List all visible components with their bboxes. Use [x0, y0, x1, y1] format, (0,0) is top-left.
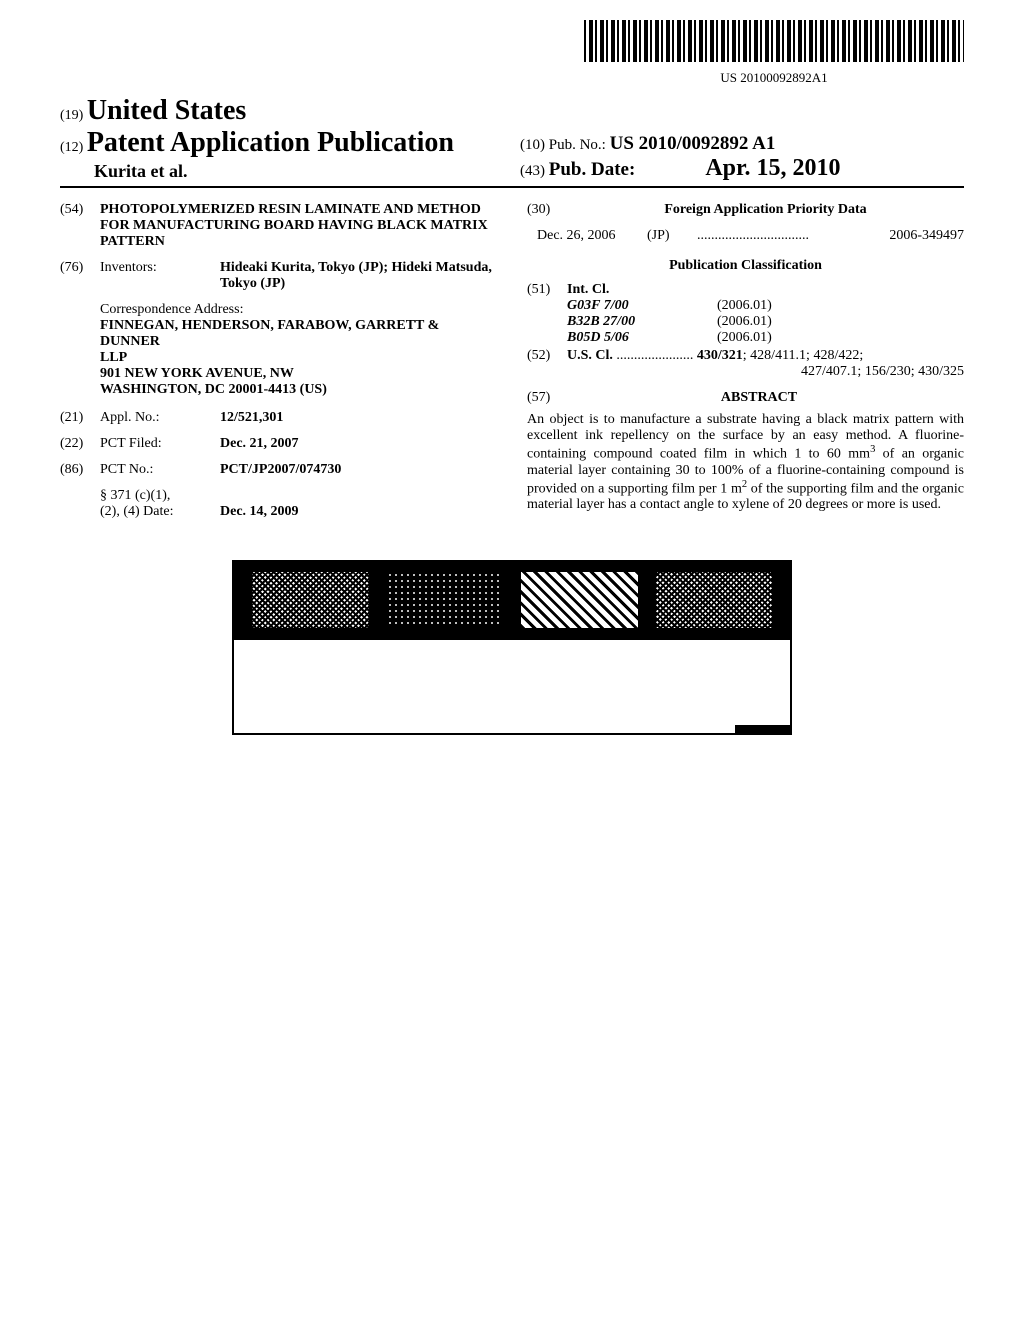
- applno-row: (21) Appl. No.: 12/521,301: [60, 410, 497, 426]
- figure-block-1: [252, 572, 369, 628]
- uscl-content: U.S. Cl. ...................... 430/321;…: [567, 348, 964, 380]
- pubdate-code: (43): [520, 163, 545, 179]
- pctfiled-row: (22) PCT Filed: Dec. 21, 2007: [60, 436, 497, 452]
- barcode-graphic: [584, 20, 964, 62]
- patent-page: US 20100092892A1 (19) United States (12)…: [0, 0, 1024, 755]
- classification-heading: Publication Classification: [527, 258, 964, 274]
- left-column: (54) PHOTOPOLYMERIZED RESIN LAMINATE AND…: [60, 202, 497, 520]
- foreign-data-row: Dec. 26, 2006 (JP) .....................…: [527, 228, 964, 244]
- applno-code: (21): [60, 410, 100, 426]
- figure-block-3: [521, 572, 638, 628]
- pubdate-label: Pub. Date:: [549, 159, 636, 180]
- foreign-date: Dec. 26, 2006: [537, 228, 647, 244]
- intcl-cls-0: G03F 7/00: [567, 298, 687, 314]
- title-text: PHOTOPOLYMERIZED RESIN LAMINATE AND METH…: [100, 202, 497, 250]
- s371-line2-label: (2), (4) Date:: [100, 504, 220, 520]
- body-columns: (54) PHOTOPOLYMERIZED RESIN LAMINATE AND…: [60, 202, 964, 520]
- header-right: (10) Pub. No.: US 2010/0092892 A1 (43) P…: [504, 133, 964, 182]
- intcl-item-2: B05D 5/06 (2006.01): [567, 330, 964, 346]
- header: (19) United States (12) Patent Applicati…: [60, 95, 964, 188]
- pubno-code: (10): [520, 137, 545, 153]
- pubno-line: (10) Pub. No.: US 2010/0092892 A1: [520, 133, 964, 155]
- intcl-cls-1: B32B 27/00: [567, 314, 687, 330]
- pubno-val: US 2010/0092892 A1: [610, 133, 776, 154]
- country-code: (19): [60, 108, 83, 123]
- pubdate-line: (43) Pub. Date: Apr. 15, 2010: [520, 155, 964, 182]
- barcode-area: US 20100092892A1: [60, 20, 964, 87]
- abstract-code: (57): [527, 390, 567, 406]
- applno-val: 12/521,301: [220, 410, 497, 426]
- uscl-line2: 427/407.1; 156/230; 430/325: [567, 364, 964, 380]
- uscl-dots: ......................: [616, 348, 697, 363]
- figure-bottom-row: [232, 640, 792, 735]
- title-code: (54): [60, 202, 100, 250]
- correspondence-block: Correspondence Address: FINNEGAN, HENDER…: [60, 302, 497, 398]
- pctfiled-label: PCT Filed:: [100, 436, 220, 452]
- foreign-heading-row: (30) Foreign Application Priority Data: [527, 202, 964, 218]
- corr-label: Correspondence Address:: [100, 302, 497, 318]
- uscl-row: (52) U.S. Cl. ...................... 430…: [527, 348, 964, 380]
- intcl-content: Int. Cl. G03F 7/00 (2006.01) B32B 27/00 …: [567, 282, 964, 346]
- uscl-first: 430/321: [697, 348, 743, 363]
- corr-line1: FINNEGAN, HENDERSON, FARABOW, GARRETT & …: [100, 318, 497, 350]
- authors: Kurita et al.: [60, 161, 504, 182]
- inventors-code: (76): [60, 260, 100, 292]
- intcl-label: Int. Cl.: [567, 282, 964, 298]
- intcl-row: (51) Int. Cl. G03F 7/00 (2006.01) B32B 2…: [527, 282, 964, 346]
- pub-type: Patent Application Publication: [87, 127, 454, 158]
- uscl-code: (52): [527, 348, 567, 380]
- intcl-item-0: G03F 7/00 (2006.01): [567, 298, 964, 314]
- pctno-val: PCT/JP2007/074730: [220, 462, 497, 478]
- country-name: United States: [87, 95, 246, 126]
- applno-label: Appl. No.:: [100, 410, 220, 426]
- right-column: (30) Foreign Application Priority Data D…: [527, 202, 964, 520]
- figure-corner-mark: [735, 725, 790, 733]
- intcl-yr-0: (2006.01): [717, 298, 772, 314]
- abstract-heading: ABSTRACT: [571, 390, 948, 406]
- country-line: (19) United States: [60, 95, 504, 127]
- header-left: (19) United States (12) Patent Applicati…: [60, 95, 504, 182]
- pctno-row: (86) PCT No.: PCT/JP2007/074730: [60, 462, 497, 478]
- intcl-item-1: B32B 27/00 (2006.01): [567, 314, 964, 330]
- intcl-cls-2: B05D 5/06: [567, 330, 687, 346]
- foreign-number: 2006-349497: [889, 228, 964, 244]
- intcl-code: (51): [527, 282, 567, 346]
- pubno-label: Pub. No.:: [549, 137, 606, 153]
- intcl-yr-2: (2006.01): [717, 330, 772, 346]
- s371-val: Dec. 14, 2009: [220, 504, 299, 520]
- foreign-heading: Foreign Application Priority Data: [567, 202, 964, 218]
- figure-block-2: [387, 572, 504, 628]
- pctfiled-code: (22): [60, 436, 100, 452]
- pub-code: (12): [60, 140, 83, 155]
- inventors-list: Hideaki Kurita, Tokyo (JP); Hideki Matsu…: [220, 260, 497, 292]
- pub-type-line: (12) Patent Application Publication: [60, 127, 504, 159]
- s371-line1: § 371 (c)(1),: [100, 488, 497, 504]
- barcode-text: US 20100092892A1: [584, 70, 964, 86]
- foreign-country: (JP): [647, 228, 697, 244]
- uscl-rest1: ; 428/411.1; 428/422;: [743, 348, 863, 363]
- patent-figure: [232, 560, 792, 735]
- figure-top-row: [232, 560, 792, 640]
- pctno-label: PCT No.:: [100, 462, 220, 478]
- abstract-heading-row: (57) ABSTRACT: [527, 390, 964, 406]
- pctno-code: (86): [60, 462, 100, 478]
- uscl-label: U.S. Cl.: [567, 348, 613, 363]
- s371-block: § 371 (c)(1), (2), (4) Date: Dec. 14, 20…: [60, 488, 497, 520]
- corr-line2: LLP: [100, 350, 497, 366]
- pctfiled-val: Dec. 21, 2007: [220, 436, 497, 452]
- pubdate-val: Apr. 15, 2010: [705, 155, 840, 182]
- pubdate-left: (43) Pub. Date:: [520, 159, 635, 181]
- figure-block-4: [656, 572, 773, 628]
- foreign-dots: ................................: [697, 228, 889, 244]
- corr-line4: WASHINGTON, DC 20001-4413 (US): [100, 382, 497, 398]
- inventors-label: Inventors:: [100, 260, 220, 292]
- title-block: (54) PHOTOPOLYMERIZED RESIN LAMINATE AND…: [60, 202, 497, 250]
- s371-line2-row: (2), (4) Date: Dec. 14, 2009: [100, 504, 497, 520]
- inventors-row: (76) Inventors: Hideaki Kurita, Tokyo (J…: [60, 260, 497, 292]
- corr-line3: 901 NEW YORK AVENUE, NW: [100, 366, 497, 382]
- intcl-yr-1: (2006.01): [717, 314, 772, 330]
- abstract-text: An object is to manufacture a substrate …: [527, 412, 964, 513]
- foreign-code: (30): [527, 202, 567, 218]
